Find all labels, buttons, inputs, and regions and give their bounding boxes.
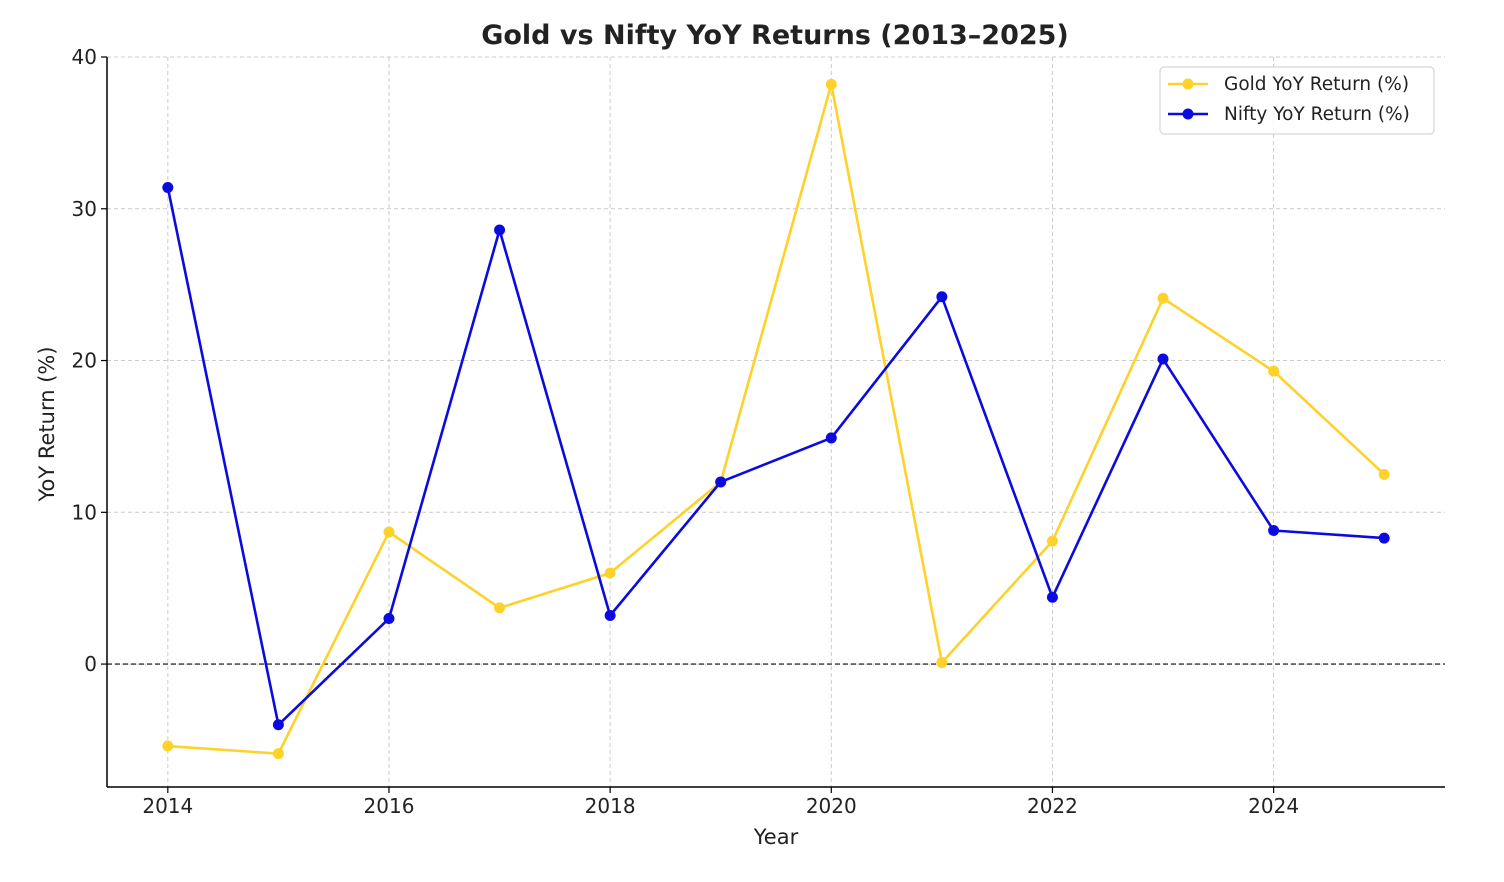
grid	[107, 56, 1445, 787]
data-point	[1046, 535, 1058, 547]
legend: Gold YoY Return (%) Nifty YoY Return (%)	[1159, 66, 1435, 135]
data-point	[383, 613, 395, 625]
data-point	[494, 602, 506, 614]
chart-title: Gold vs Nifty YoY Returns (2013–2025)	[481, 20, 1069, 51]
x-tick-label: 2014	[142, 794, 193, 818]
legend-label: Nifty YoY Return (%)	[1224, 104, 1410, 125]
data-point	[383, 526, 395, 538]
data-point	[1157, 292, 1169, 304]
data-point	[825, 78, 837, 90]
y-tick-label: 10	[72, 500, 97, 524]
x-tick-label: 2024	[1248, 794, 1299, 818]
data-point	[1046, 591, 1058, 603]
y-axis-title: YoY Return (%)	[35, 346, 59, 502]
legend-item: Nifty YoY Return (%)	[1168, 104, 1410, 125]
data-point	[936, 291, 948, 303]
data-point	[825, 432, 837, 444]
y-tick-label: 30	[72, 197, 97, 221]
legend-box	[1159, 66, 1435, 135]
data-point	[936, 657, 948, 669]
data-point	[604, 567, 616, 579]
data-point	[715, 476, 727, 488]
data-point	[1268, 365, 1280, 377]
data-point	[272, 719, 284, 731]
series-line	[166, 187, 1385, 727]
x-axis-ticks: 2014 2016 2018 2020 2022 2024	[142, 787, 1299, 818]
x-axis-title: Year	[753, 825, 799, 849]
y-tick-label: 40	[72, 45, 97, 69]
legend-item: Gold YoY Return (%)	[1168, 74, 1409, 95]
data-point	[1378, 468, 1390, 480]
series-layer	[162, 78, 1390, 760]
x-tick-label: 2020	[806, 794, 857, 818]
y-tick-label: 20	[72, 349, 97, 373]
x-tick-label: 2018	[585, 794, 636, 818]
legend-marker	[1182, 108, 1194, 120]
data-point	[1268, 525, 1280, 537]
data-point	[162, 740, 174, 752]
series-gold	[162, 78, 1390, 760]
y-tick-label: 0	[84, 652, 97, 676]
x-tick-label: 2016	[364, 794, 415, 818]
x-tick-label: 2022	[1027, 794, 1078, 818]
data-point	[162, 182, 174, 194]
data-point	[494, 224, 506, 236]
series-line	[167, 83, 1386, 755]
legend-marker	[1182, 78, 1194, 90]
series-nifty	[162, 182, 1390, 731]
legend-label: Gold YoY Return (%)	[1224, 74, 1409, 95]
data-point	[1157, 353, 1169, 365]
y-axis-ticks: 0 10 20 30 40	[72, 45, 107, 676]
data-point	[1378, 532, 1390, 544]
axes	[106, 57, 1445, 788]
data-point	[604, 610, 616, 622]
data-point	[272, 748, 284, 760]
